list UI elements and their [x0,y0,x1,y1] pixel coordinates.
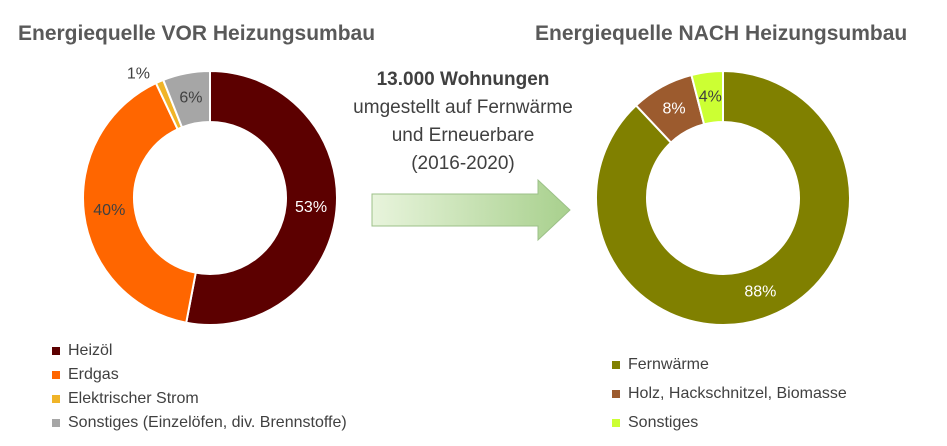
legend-label: Erdgas [68,366,119,383]
before-legend-item-erdgas: Erdgas [52,363,347,387]
chart-title-after: Energiequelle NACH Heizungsumbau [535,22,908,45]
donut-chart-after: 88% 8% 4% [595,69,851,326]
before-legend-item-elektrischer-strom: Elektrischer Strom [52,387,347,411]
legend-swatch [52,395,60,403]
legend-swatch [52,371,60,379]
after-legend-item-sonstiges: Sonstiges [612,408,847,437]
transition-line-1: umgestellt auf Fernwärme [353,97,573,118]
chart-title-before: Energiequelle VOR Heizungsumbau [18,22,376,45]
before-legend-item-sonstiges-einzel-fen-div-brennstoffe: Sonstiges (Einzelöfen, div. Brennstoffe) [52,411,347,435]
legend-label: Sonstiges [628,413,699,431]
legend-swatch [612,418,620,427]
transition-headline: 13.000 Wohnungen [376,69,550,90]
after-label-sonstiges: 4% [699,89,722,106]
before-slice-heiz-l [185,69,338,326]
transition-period: (2016-2020) [411,153,515,174]
after-label-holz-hackschnitzel-biomasse: 8% [663,100,686,117]
donut-chart-before: 53% 40% 1% 6% [82,65,338,326]
legend-swatch [612,360,620,369]
legend-after: Fernwärme Holz, Hackschnitzel, Biomasse So… [612,350,847,437]
before-legend-item-heiz-l: Heizöl [52,339,347,363]
before-slice-erdgas [82,81,197,324]
legend-label: Heizöl [68,342,113,359]
after-slice-sonstiges [690,69,724,126]
before-label-sonstiges-einzel-fen-div-brennstoffe: 6% [179,90,202,107]
legend-swatch [612,389,620,398]
legend-label: Holz, Hackschnitzel, Biomasse [628,384,847,402]
after-label-fernw-rme: 88% [744,284,776,301]
before-label-elektrischer-strom: 1% [127,65,150,82]
before-label-heiz-l: 53% [295,199,327,216]
legend-swatch [52,419,60,427]
before-label-erdgas: 40% [93,202,125,219]
legend-swatch [52,347,60,355]
right-arrow-icon [371,178,571,242]
transition-note: 13.000 Wohnungen umgestellt auf Fernwärm… [310,66,616,178]
legend-label: Elektrischer Strom [68,390,199,407]
after-legend-item-fernw-rme: Fernwärme [612,350,847,379]
legend-label: Sonstiges (Einzelöfen, div. Brennstoffe) [68,414,347,431]
legend-before: Heizöl Erdgas Elektrischer Strom Sonstiges … [52,339,347,435]
before-slice-sonstiges-einzel-fen-div-brennstoffe [161,69,211,129]
transition-line-2: und Erneuerbare [391,125,535,146]
legend-label: Fernwärme [628,355,709,373]
after-legend-item-holz-hackschnitzel-biomasse: Holz, Hackschnitzel, Biomasse [612,379,847,408]
after-slice-fernw-rme [595,69,851,326]
